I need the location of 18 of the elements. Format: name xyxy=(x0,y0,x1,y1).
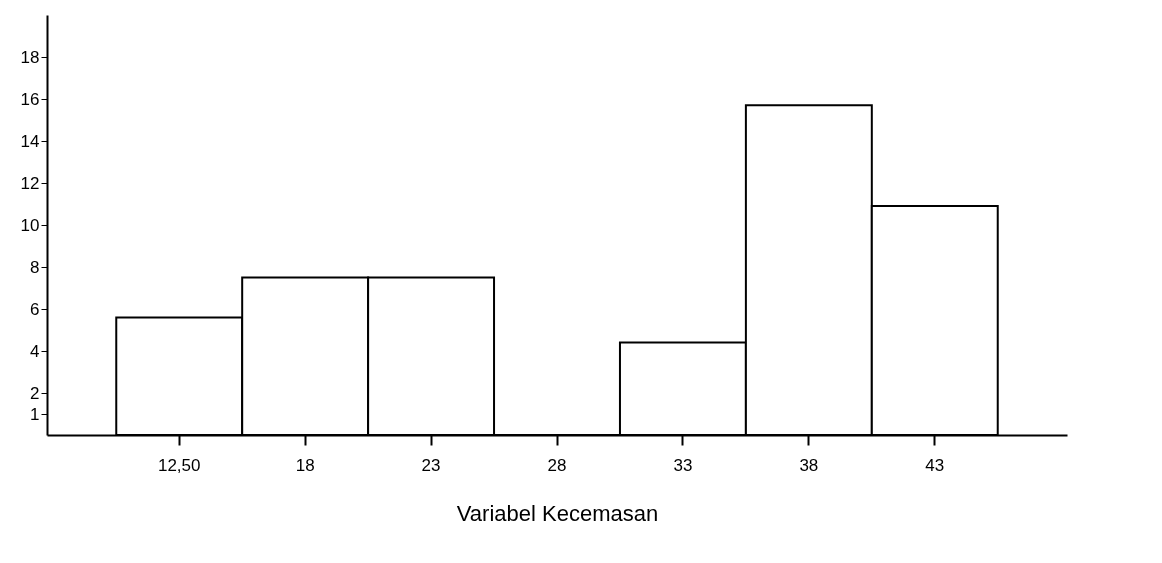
y-tick-label: 18 xyxy=(20,47,40,67)
x-tick-label: 38 xyxy=(799,455,819,475)
x-axis-title: Variabel Kecemasan xyxy=(456,500,659,526)
y-tick-label: 14 xyxy=(20,131,40,151)
x-tick-label: 28 xyxy=(547,455,567,475)
y-tick-label: 2 xyxy=(30,383,40,403)
y-tick-label: 1 xyxy=(30,404,40,424)
y-tick-label: 10 xyxy=(20,215,40,235)
x-tick-label: 12,50 xyxy=(157,455,201,475)
x-tick-label: 18 xyxy=(295,455,315,475)
y-tick-label: 6 xyxy=(30,299,40,319)
x-tick-label: 23 xyxy=(421,455,441,475)
y-tick-label: 4 xyxy=(30,341,40,361)
x-tick-label: 33 xyxy=(673,455,693,475)
x-tick-label: 43 xyxy=(925,455,945,475)
y-tick-label: 8 xyxy=(30,257,40,277)
y-tick-label: 12 xyxy=(20,173,40,193)
y-tick-label: 16 xyxy=(20,89,40,109)
